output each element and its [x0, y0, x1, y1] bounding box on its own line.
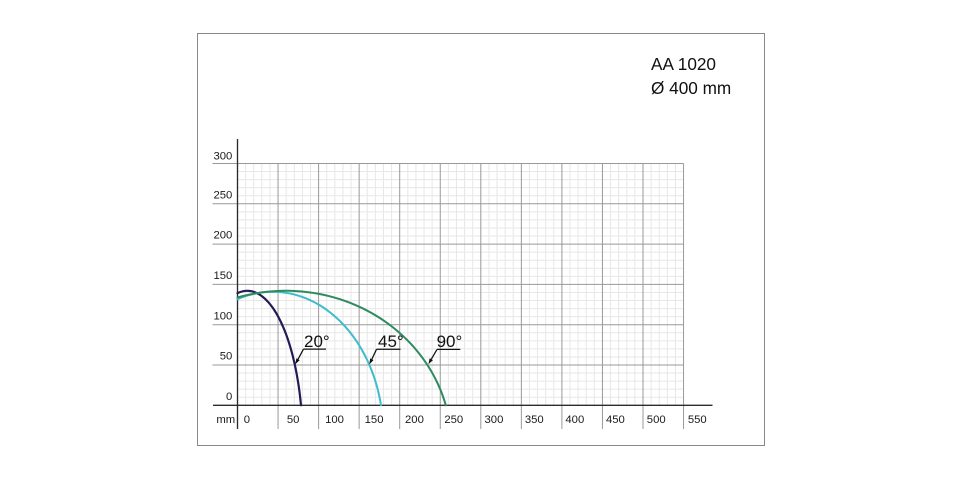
- svg-text:0: 0: [244, 414, 250, 426]
- svg-text:200: 200: [405, 414, 424, 426]
- svg-text:300: 300: [213, 150, 232, 162]
- svg-text:90°: 90°: [437, 332, 463, 351]
- svg-text:AA 1020: AA 1020: [651, 54, 716, 74]
- svg-text:150: 150: [213, 270, 232, 282]
- svg-text:550: 550: [688, 414, 707, 426]
- svg-text:250: 250: [213, 189, 232, 201]
- svg-text:50: 50: [220, 351, 233, 363]
- svg-text:150: 150: [365, 414, 384, 426]
- svg-text:50: 50: [287, 414, 300, 426]
- svg-text:100: 100: [325, 414, 344, 426]
- svg-text:20°: 20°: [304, 332, 330, 351]
- svg-text:350: 350: [525, 414, 544, 426]
- svg-text:100: 100: [213, 310, 232, 322]
- svg-text:400: 400: [565, 414, 584, 426]
- svg-text:45°: 45°: [378, 332, 404, 351]
- svg-text:Ø 400 mm: Ø 400 mm: [651, 78, 731, 98]
- svg-text:200: 200: [213, 230, 232, 242]
- svg-text:mm: mm: [216, 414, 235, 426]
- svg-text:500: 500: [647, 414, 666, 426]
- svg-text:450: 450: [606, 414, 625, 426]
- svg-text:0: 0: [226, 391, 232, 403]
- svg-text:300: 300: [485, 414, 504, 426]
- svg-text:250: 250: [444, 414, 463, 426]
